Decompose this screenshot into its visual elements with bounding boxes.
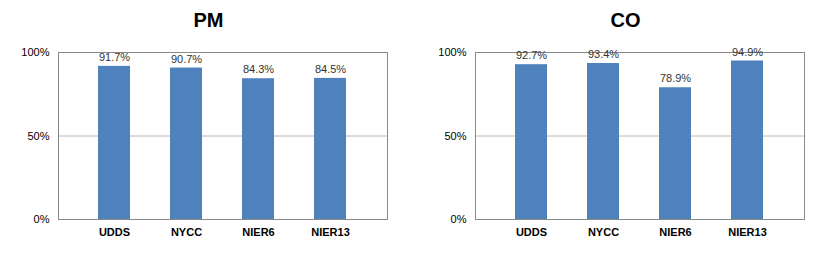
svg-text:84.3%: 84.3% (243, 63, 274, 75)
html-text:PM: PM (193, 9, 224, 31)
svg-text:100%: 100% (21, 46, 49, 58)
svg-text:NIER13: NIER13 (728, 226, 767, 238)
svg-text:92.7%: 92.7% (516, 49, 547, 61)
svg-text:50%: 50% (27, 130, 49, 142)
svg-text:78.9%: 78.9% (660, 72, 691, 84)
svg-text:UDDS: UDDS (516, 226, 547, 238)
svg-text:NIER13: NIER13 (311, 226, 350, 238)
svg-text:NYCC: NYCC (588, 226, 619, 238)
svg-text:0%: 0% (451, 213, 467, 225)
svg-text:84.5%: 84.5% (315, 63, 346, 75)
svg-text:NIER6: NIER6 (242, 226, 274, 238)
svg-text:0%: 0% (34, 213, 50, 225)
svg-text:NIER6: NIER6 (659, 226, 691, 238)
svg-text:UDDS: UDDS (99, 226, 130, 238)
svg-text:94.9%: 94.9% (732, 46, 763, 58)
svg-text:90.7%: 90.7% (171, 53, 202, 65)
svg-text:50%: 50% (444, 130, 466, 142)
svg-text:NYCC: NYCC (171, 226, 202, 238)
svg-text:93.4%: 93.4% (588, 48, 619, 60)
svg-text:100%: 100% (438, 46, 466, 58)
html-text:CO: CO (610, 9, 641, 31)
svg-text:91.7%: 91.7% (99, 51, 130, 63)
